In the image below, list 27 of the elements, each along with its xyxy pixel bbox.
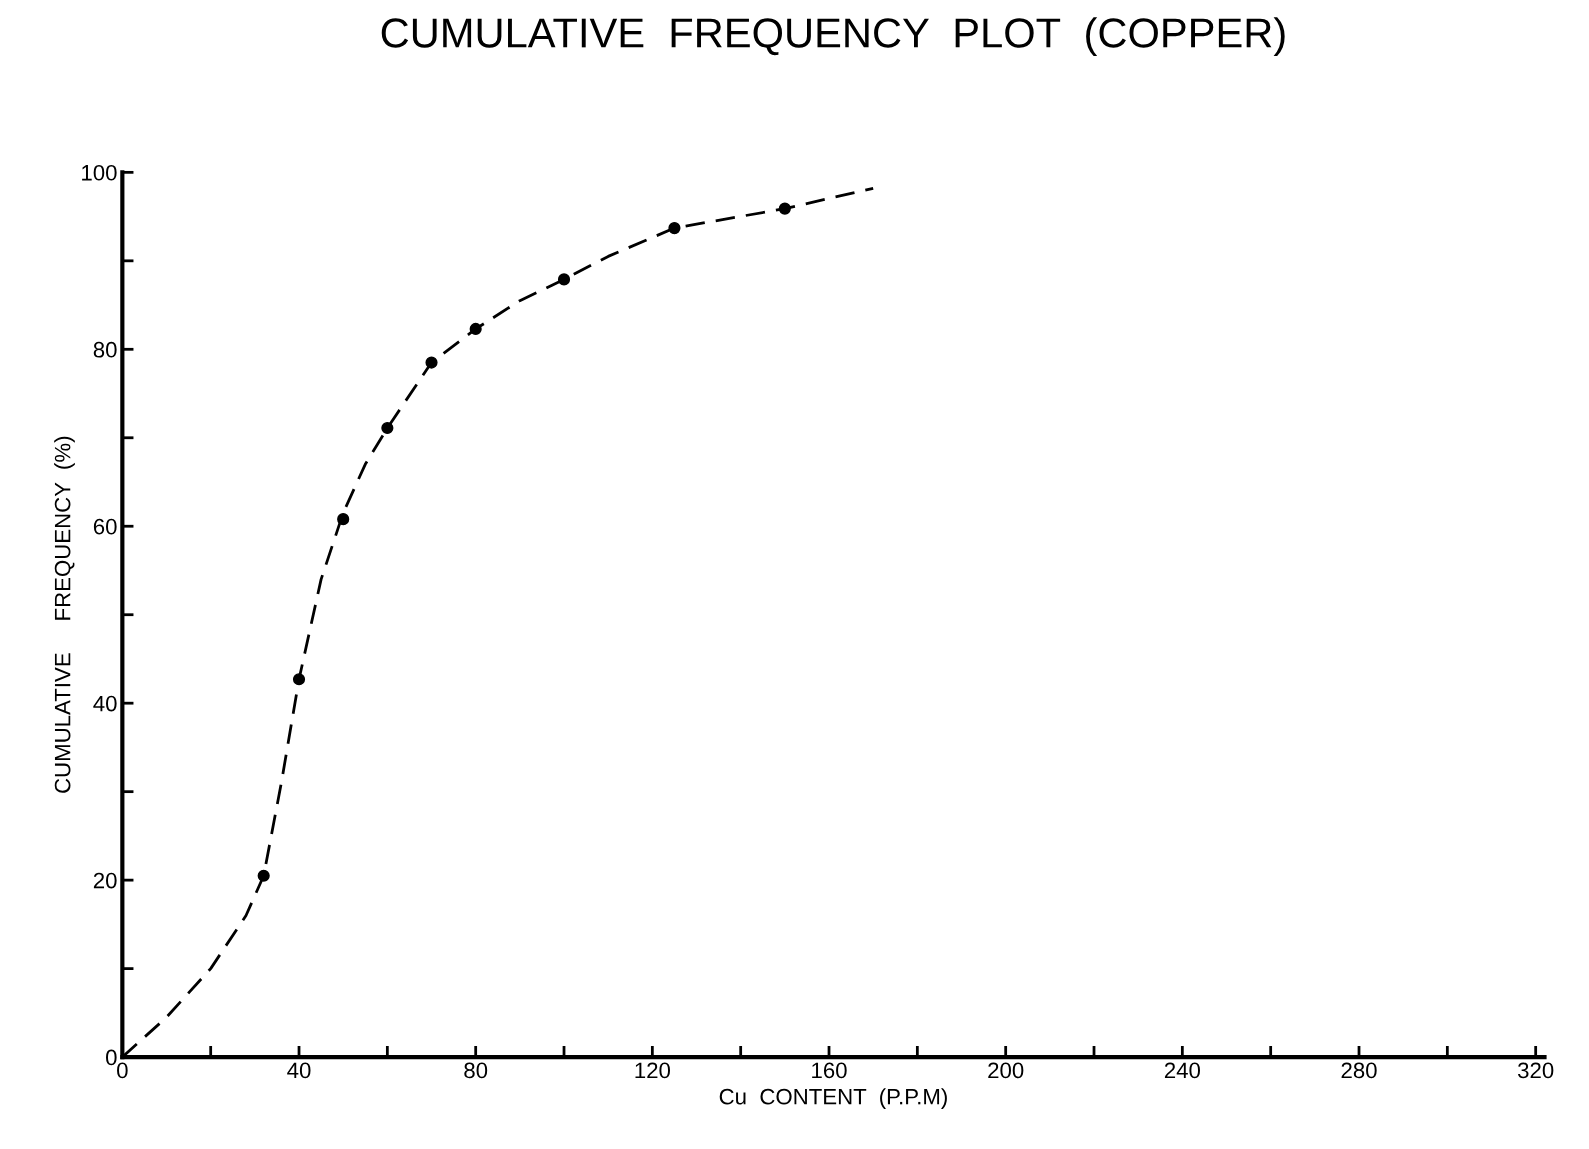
point [469,322,482,336]
y-tick-label: 80 [93,341,117,358]
x-tick-label: 80 [464,1062,488,1079]
y-tick-label: 0 [106,1049,117,1066]
x-axis-title: Cu CONTENT (P.P.M) [719,1088,947,1109]
x-tick-label: 280 [1341,1062,1377,1079]
y-tick-label: 40 [93,695,117,712]
x-tick-label: 200 [988,1062,1024,1079]
x-tick-label: 0 [117,1062,128,1079]
point [668,222,681,235]
point [778,202,791,215]
point [292,673,306,686]
point [381,421,394,435]
x-tick-label: 160 [812,1062,847,1079]
point [557,273,571,286]
y-tick-label: 60 [93,518,117,535]
x-tick-label: 320 [1517,1062,1554,1079]
y-axis-title: CUMULATIVE FREQUENCY (%) [54,436,75,793]
x-tick-label: 240 [1164,1062,1201,1079]
y-tick-label: 20 [93,872,117,889]
y-tick-label: 100 [82,164,117,181]
point [257,869,270,882]
point [425,356,438,369]
x-tick-label: 120 [635,1062,671,1079]
x-tick-label: 40 [287,1062,311,1079]
point [337,513,350,526]
chart-title: CUMULATIVE FREQUENCY PLOT (COPPER) [381,17,1285,56]
